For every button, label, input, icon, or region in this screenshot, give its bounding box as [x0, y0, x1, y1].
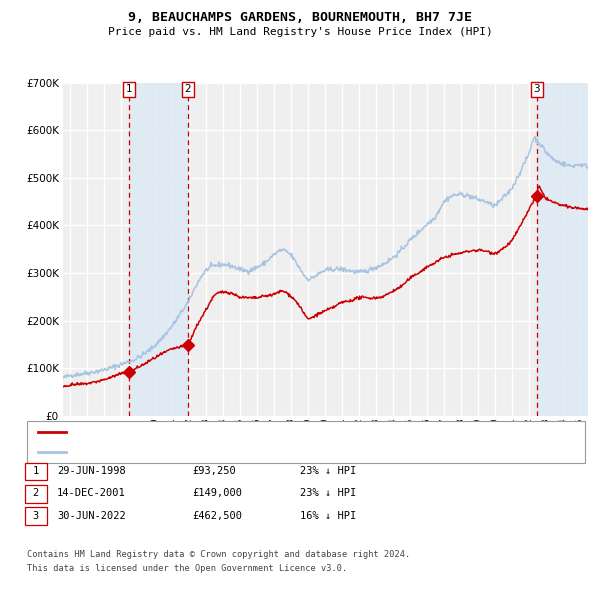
Text: 3: 3	[32, 511, 39, 520]
Text: 14-DEC-2001: 14-DEC-2001	[57, 489, 126, 498]
Text: Contains HM Land Registry data © Crown copyright and database right 2024.: Contains HM Land Registry data © Crown c…	[27, 550, 410, 559]
Text: £149,000: £149,000	[192, 489, 242, 498]
Text: 23% ↓ HPI: 23% ↓ HPI	[300, 466, 356, 476]
Text: HPI: Average price, detached house, Bournemouth Christchurch and Poole: HPI: Average price, detached house, Bour…	[72, 447, 483, 457]
Text: 3: 3	[533, 84, 540, 94]
Text: 30-JUN-2022: 30-JUN-2022	[57, 511, 126, 520]
Bar	[129, 83, 188, 416]
Text: Price paid vs. HM Land Registry's House Price Index (HPI): Price paid vs. HM Land Registry's House …	[107, 27, 493, 37]
Text: 23% ↓ HPI: 23% ↓ HPI	[300, 489, 356, 498]
Bar	[537, 83, 588, 416]
Text: 9, BEAUCHAMPS GARDENS, BOURNEMOUTH, BH7 7JE (detached house): 9, BEAUCHAMPS GARDENS, BOURNEMOUTH, BH7 …	[72, 427, 425, 437]
Text: 29-JUN-1998: 29-JUN-1998	[57, 466, 126, 476]
Text: £462,500: £462,500	[192, 511, 242, 520]
Text: 1: 1	[126, 84, 133, 94]
Text: 2: 2	[185, 84, 191, 94]
Text: 9, BEAUCHAMPS GARDENS, BOURNEMOUTH, BH7 7JE: 9, BEAUCHAMPS GARDENS, BOURNEMOUTH, BH7 …	[128, 11, 472, 24]
Text: 16% ↓ HPI: 16% ↓ HPI	[300, 511, 356, 520]
Text: £93,250: £93,250	[192, 466, 236, 476]
Text: 1: 1	[32, 466, 39, 476]
Text: This data is licensed under the Open Government Licence v3.0.: This data is licensed under the Open Gov…	[27, 565, 347, 573]
Text: 2: 2	[32, 489, 39, 498]
